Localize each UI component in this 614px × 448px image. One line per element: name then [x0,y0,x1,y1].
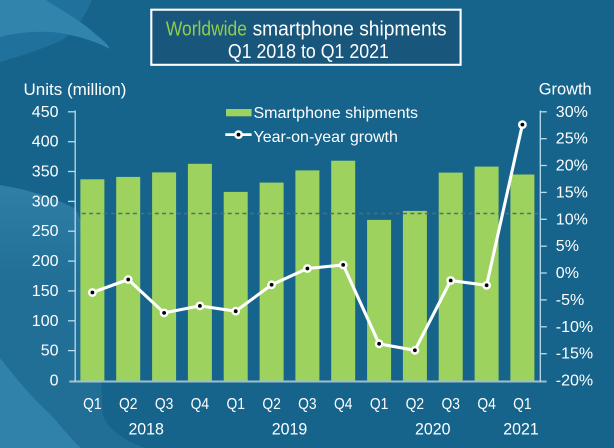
svg-text:2021: 2021 [503,419,539,438]
svg-text:Q4: Q4 [191,396,210,413]
svg-text:-15%: -15% [556,346,593,363]
svg-text:300: 300 [32,193,59,210]
svg-text:Q4: Q4 [334,396,353,413]
svg-text:2019: 2019 [272,419,308,438]
svg-text:Q1: Q1 [370,396,389,413]
svg-text:-20%: -20% [556,373,593,390]
svg-text:Q1 2018 to Q1 2021: Q1 2018 to Q1 2021 [228,41,389,63]
svg-text:2020: 2020 [415,419,451,438]
svg-text:200: 200 [32,253,59,270]
svg-text:30%: 30% [556,104,588,121]
svg-text:Growth: Growth [539,81,592,99]
svg-text:Q3: Q3 [441,396,460,413]
svg-text:-10%: -10% [556,319,593,336]
svg-text:5%: 5% [556,238,579,255]
svg-text:25%: 25% [556,131,588,148]
svg-text:Year-on-year growth: Year-on-year growth [254,129,398,146]
svg-text:smartphone shipments: smartphone shipments [253,18,447,40]
svg-text:10%: 10% [556,211,588,228]
svg-text:0%: 0% [556,265,579,282]
svg-text:2018: 2018 [128,419,164,438]
svg-text:250: 250 [32,223,59,240]
svg-text:50: 50 [41,343,59,360]
svg-text:Q2: Q2 [262,396,281,413]
svg-text:Smartphone shipments: Smartphone shipments [254,105,419,122]
svg-text:Q2: Q2 [406,396,425,413]
svg-text:Q2: Q2 [119,396,138,413]
svg-text:Worldwide: Worldwide [166,18,247,40]
svg-text:Q1: Q1 [226,396,245,413]
svg-text:Q1: Q1 [83,396,102,413]
svg-text:350: 350 [32,164,59,181]
svg-text:Q1: Q1 [513,396,532,413]
svg-text:Q3: Q3 [298,396,317,413]
svg-text:100: 100 [32,313,59,330]
svg-text:20%: 20% [556,158,588,175]
svg-text:0: 0 [50,373,59,390]
svg-text:450: 450 [32,104,59,121]
svg-text:15%: 15% [556,184,588,201]
svg-text:150: 150 [32,283,59,300]
svg-text:400: 400 [32,134,59,151]
svg-text:Q4: Q4 [477,396,496,413]
svg-text:Q3: Q3 [155,396,174,413]
svg-text:Units (million): Units (million) [24,80,127,99]
svg-text:-5%: -5% [556,292,584,309]
